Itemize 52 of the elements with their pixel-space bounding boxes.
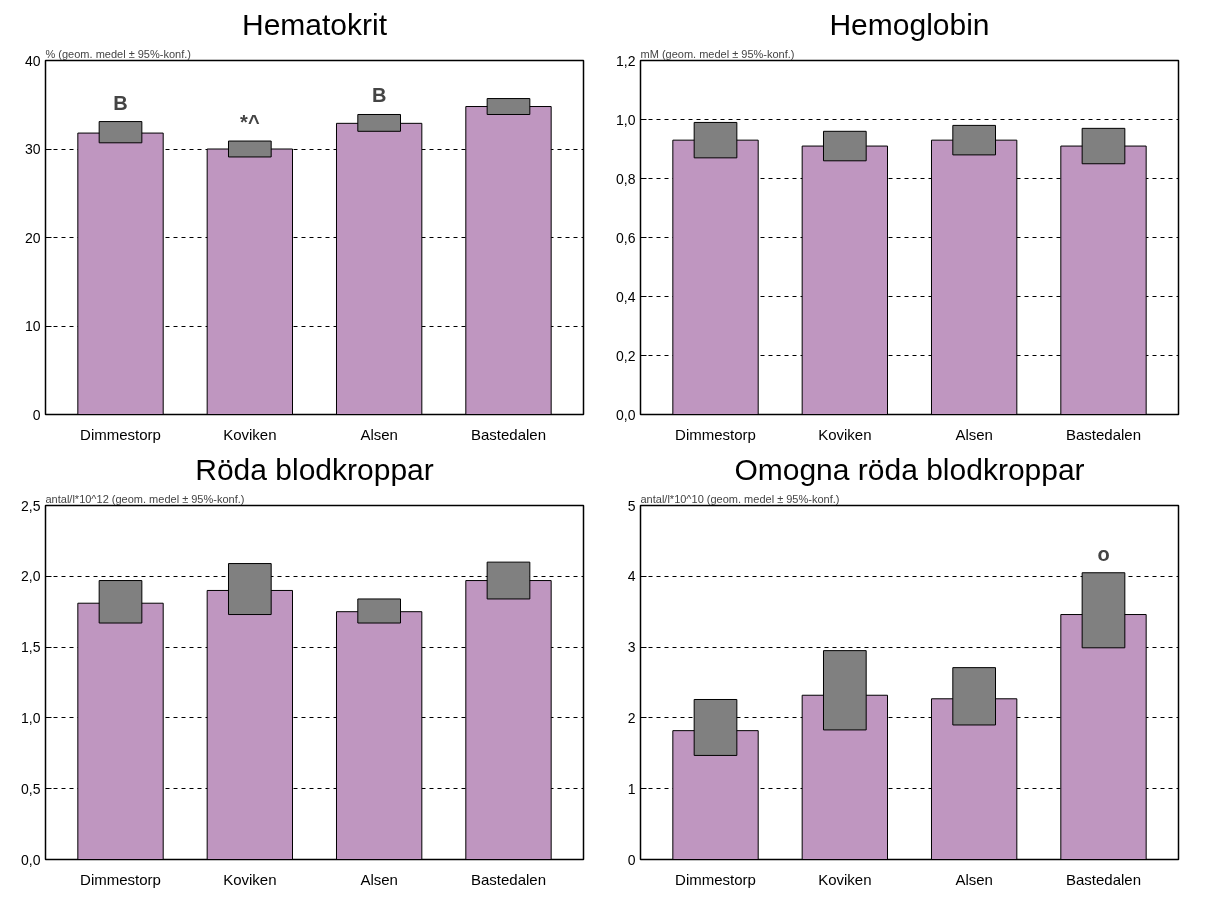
x-tick-label: Koviken: [223, 870, 277, 888]
x-tick-label: Bastedalen: [470, 870, 547, 888]
annotation: B: [371, 84, 387, 107]
x-tick-label: Bastedalen: [1065, 870, 1142, 888]
y-tick-label: 0,4: [616, 288, 636, 305]
x-tick-label: Bastedalen: [1065, 425, 1142, 443]
annotation: *^: [240, 111, 260, 134]
annotation: o: [1097, 542, 1110, 565]
y-tick-label: 2,0: [21, 568, 41, 585]
x-tick-label: Bastedalen: [470, 425, 547, 443]
x-tick-label: Koviken: [223, 425, 277, 443]
y-tick-label: 4: [627, 568, 636, 585]
y-axis-title: % (geom. medel ± 95%-konf.): [45, 48, 191, 60]
y-tick-label: 1: [627, 780, 636, 797]
y-tick-label: 1,0: [616, 111, 636, 128]
x-tick-label: Alsen: [360, 870, 398, 888]
y-axis-title: antal/l*10^12 (geom. medel ± 95%-konf.): [45, 493, 245, 505]
x-tick-label: Dimmestorp: [80, 425, 161, 443]
y-tick-label: 0,0: [21, 851, 41, 868]
y-tick-label: 0: [32, 406, 41, 423]
x-tick-label: Dimmestorp: [80, 870, 161, 888]
x-tick-label: Koviken: [818, 425, 872, 443]
y-tick-label: 0,8: [616, 170, 636, 187]
y-tick-label: 1,2: [616, 52, 636, 69]
y-tick-label: 30: [24, 141, 41, 157]
annotation: B: [113, 91, 128, 114]
chart-title: Röda blodkroppar: [195, 452, 434, 486]
y-tick-label: 2: [627, 709, 636, 726]
y-tick-label: 0,6: [616, 229, 636, 246]
y-tick-label: 3: [627, 639, 636, 656]
y-tick-label: 0,5: [21, 780, 41, 797]
y-tick-label: 0,2: [616, 347, 636, 364]
y-axis-title: antal/l*10^10 (geom. medel ± 95%-konf.): [640, 493, 840, 505]
y-tick-label: 1,5: [21, 639, 41, 656]
chart-title: Hemoglobin: [829, 7, 990, 41]
x-tick-label: Koviken: [818, 870, 872, 888]
y-tick-label: 20: [24, 229, 41, 246]
x-tick-label: Dimmestorp: [675, 425, 756, 443]
x-tick-label: Alsen: [955, 870, 993, 888]
x-tick-label: Alsen: [955, 425, 993, 443]
y-tick-label: 5: [627, 497, 636, 514]
chart-title: Omogna röda blodkroppar: [734, 452, 1085, 486]
y-tick-label: 1,0: [21, 709, 41, 726]
y-tick-label: 40: [24, 52, 41, 69]
x-tick-label: Dimmestorp: [675, 870, 756, 888]
y-tick-label: 0: [627, 851, 636, 868]
y-axis-title: mM (geom. medel ± 95%-konf.): [640, 48, 795, 60]
chart-title: Hematokrit: [241, 7, 388, 41]
y-tick-label: 2,5: [21, 497, 41, 514]
x-tick-label: Alsen: [360, 425, 398, 443]
y-tick-label: 10: [24, 318, 41, 334]
y-tick-label: 0,0: [616, 406, 636, 423]
